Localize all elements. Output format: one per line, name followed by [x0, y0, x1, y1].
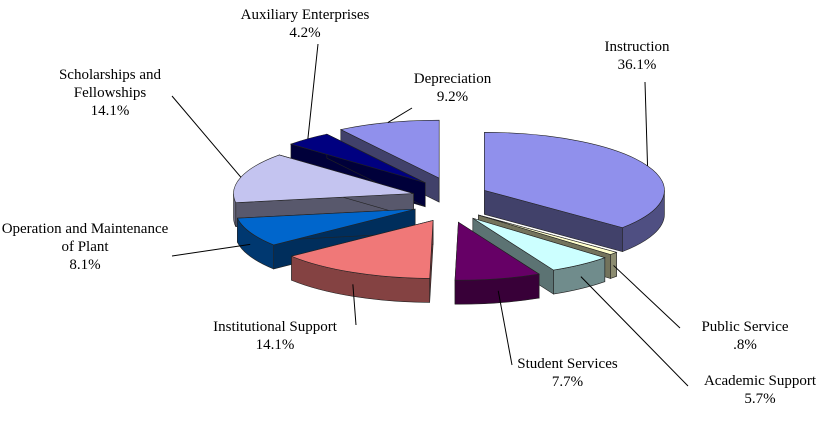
slice: [289, 133, 426, 183]
value-label: 14.1%: [255, 337, 295, 353]
slice: [478, 214, 618, 255]
value-label: 14.1%: [90, 103, 130, 119]
category-label: Scholarships and Fellowships: [58, 67, 162, 101]
category-label: Auxiliary Enterprises: [240, 7, 370, 23]
slice-label: Operation and Maintenance of Plant 8.1%: [0, 220, 170, 274]
slice-label: Public Service .8%: [690, 318, 800, 354]
value-label: 5.7%: [744, 391, 776, 407]
category-label: Public Service: [701, 319, 789, 335]
slice: [233, 154, 414, 203]
value-label: 8.1%: [69, 257, 101, 273]
value-label: 4.2%: [289, 25, 321, 41]
value-label: 36.1%: [617, 57, 657, 73]
category-label: Institutional Support: [213, 319, 337, 335]
leader-line: [307, 43, 319, 139]
slice-side: [610, 251, 617, 279]
slice: [454, 221, 540, 281]
slice-label: Institutional Support 14.1%: [190, 318, 360, 354]
value-label: .8%: [733, 337, 757, 353]
leader-line: [644, 81, 649, 166]
leader-line: [352, 284, 357, 326]
slice: [236, 208, 416, 246]
leader-line: [613, 265, 681, 329]
leader-line: [580, 276, 689, 387]
category-label: Academic Support: [703, 373, 817, 389]
leader-line: [497, 290, 513, 366]
value-label: 9.2%: [436, 89, 469, 105]
leader-line: [387, 107, 413, 123]
category-label: Student Services: [517, 356, 618, 372]
slice: [472, 217, 606, 271]
leader-line: [171, 243, 251, 257]
slice: [484, 132, 665, 228]
slice: [339, 119, 440, 179]
slice-label: Depreciation 9.2%: [390, 70, 515, 106]
slice-label: Auxiliary Enterprises 4.2%: [215, 6, 395, 42]
slice-label: Student Services 7.7%: [505, 355, 630, 391]
category-label: Operation and Maintenance of Plant: [1, 221, 169, 255]
slice-label: Instruction 36.1%: [567, 38, 707, 74]
category-label: Instruction: [604, 39, 670, 55]
slice-label: Scholarships and Fellowships 14.1%: [40, 66, 180, 120]
slice-label: Academic Support 5.7%: [680, 372, 840, 408]
slice: [290, 220, 434, 279]
leader-line: [171, 95, 242, 178]
value-label: 7.7%: [551, 374, 584, 390]
category-label: Depreciation: [413, 71, 492, 87]
